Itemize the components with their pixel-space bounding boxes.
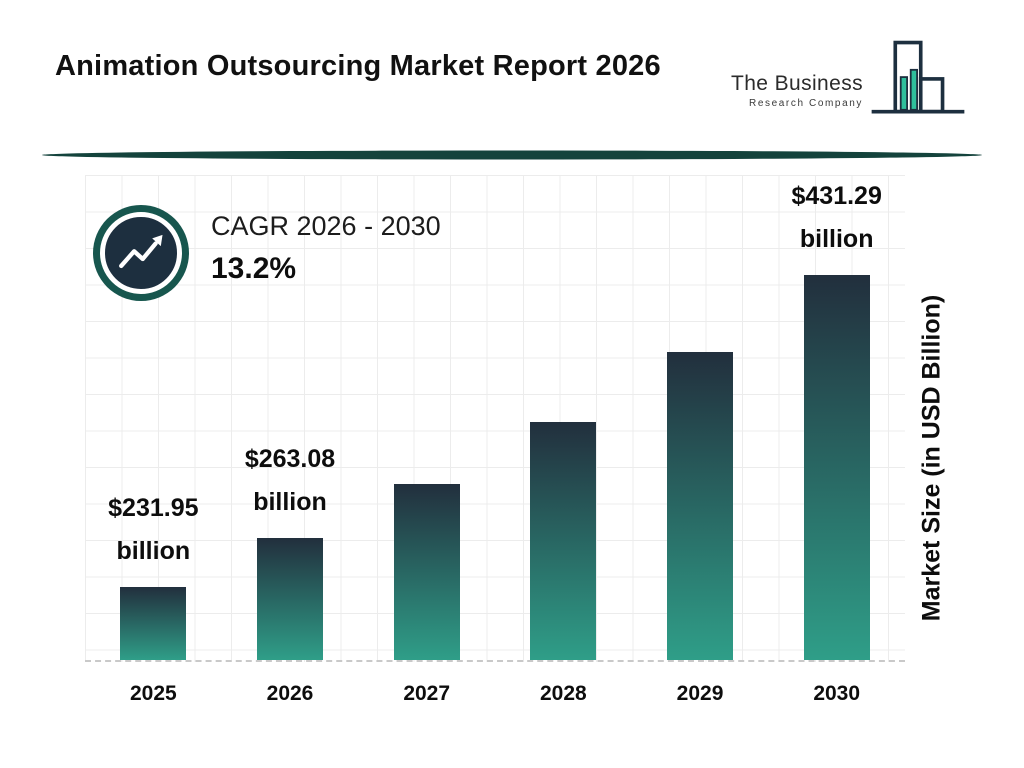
logo-tagline: Research Company	[749, 98, 863, 109]
bar-2030	[803, 275, 870, 660]
trending-up-icon	[100, 212, 182, 294]
x-axis-label-2028: 2028	[539, 682, 587, 705]
bar-slot-2026: $263.08 billion	[222, 175, 359, 660]
bar-value-label-2025: $231.95 billion	[33, 487, 273, 573]
cagr-badge: CAGR 2026 - 2030 13.2%	[93, 205, 441, 301]
x-axis-row: 2025 2026 2027 2028 2029 2030	[85, 682, 905, 706]
bar-value-label-2030: $431.29 billion	[717, 175, 957, 261]
bar-chart-logo-icon	[871, 40, 965, 114]
growth-arrow-icon	[119, 234, 163, 269]
logo-name: The Business	[730, 72, 863, 95]
bar-label-value-2030: $431.29	[791, 182, 882, 210]
bar-2029	[667, 352, 734, 660]
cagr-label: CAGR 2026 - 2030	[211, 211, 441, 241]
bar-label-unit-2030: billion	[799, 225, 874, 253]
cagr-text: CAGR 2026 - 2030 13.2%	[211, 211, 441, 286]
bar-slot-2025: $231.95 billion	[85, 175, 222, 660]
bar-2026	[257, 538, 323, 660]
bar-label-unit-2025: billion	[116, 537, 191, 565]
bar-slot-2027	[358, 175, 495, 660]
bars-container: $231.95 billion $263.08 billion $431.29 billi…	[85, 175, 905, 660]
y-axis-title: Market Size (in USD Billion)	[917, 294, 946, 622]
plot-area: $231.95 billion $263.08 billion $431.29 billi…	[85, 175, 905, 662]
bar-slot-2030: $431.29 billion	[768, 175, 905, 660]
cagr-value: 13.2%	[211, 252, 297, 285]
bar-label-unit-2026: billion	[253, 488, 327, 516]
logo-text: The Business Research Company	[731, 72, 863, 109]
cagr-badge-ring	[93, 205, 189, 301]
x-axis-label-2025: 2025	[129, 682, 177, 705]
bar-2027	[393, 484, 460, 660]
bar-slot-2029	[632, 175, 769, 660]
company-logo: The Business Research Company	[731, 36, 968, 120]
divider-line	[42, 150, 982, 160]
bar-label-value-2025: $231.95	[108, 494, 199, 522]
x-axis-label-2030: 2030	[813, 682, 861, 705]
bar-2025	[120, 587, 187, 660]
x-axis-label-2029: 2029	[676, 682, 724, 705]
bar-2028	[530, 422, 597, 660]
page-title: Animation Outsourcing Market Report 2026	[55, 50, 661, 82]
x-axis-label-2026: 2026	[266, 682, 314, 705]
bar-value-label-2026: $263.08 billion	[170, 438, 410, 524]
bar-slot-2028	[495, 175, 632, 660]
bar-label-value-2026: $263.08	[244, 445, 336, 473]
x-axis-label-2027: 2027	[403, 682, 451, 705]
